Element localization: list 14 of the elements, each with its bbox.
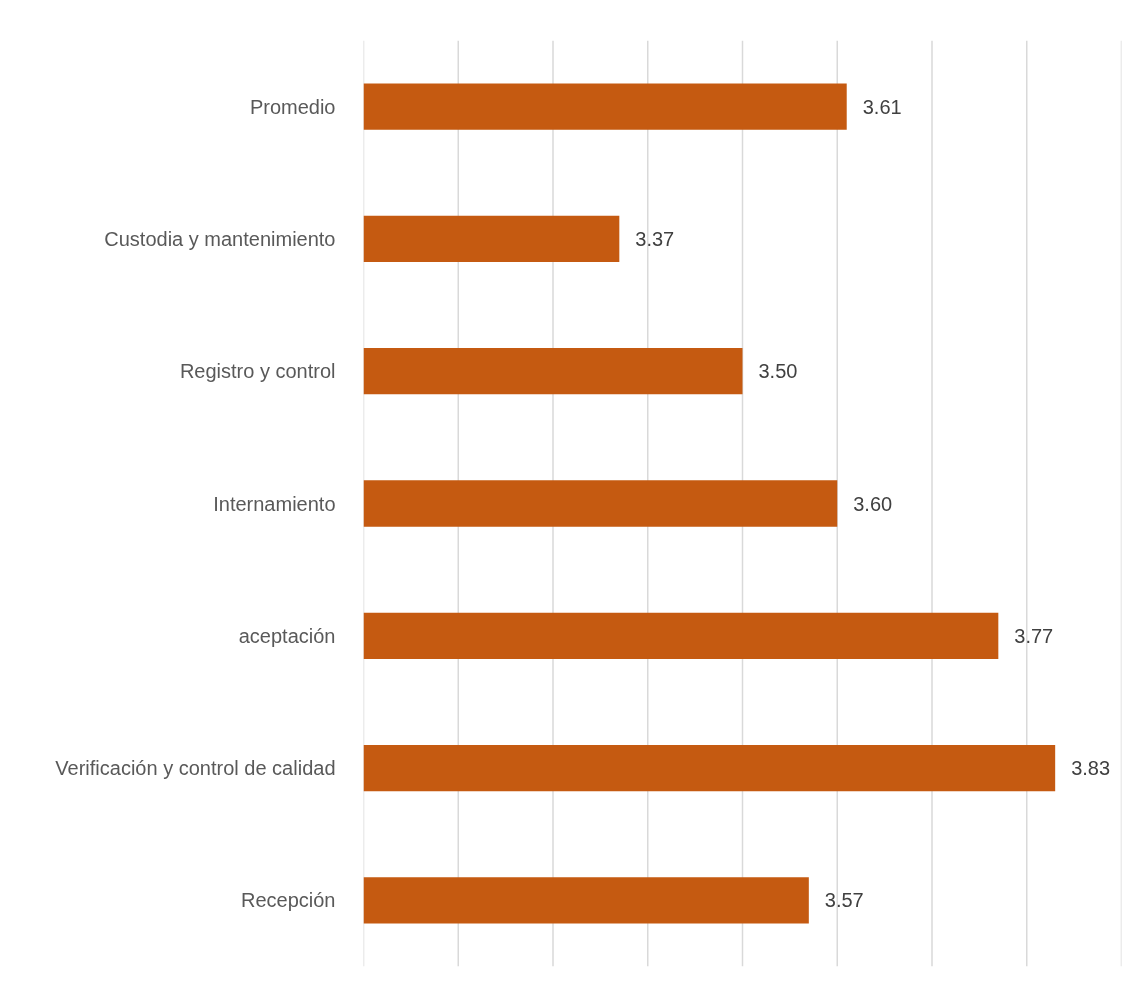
- y-tick-label: Custodia y mantenimiento: [104, 227, 336, 250]
- y-tick-label: Internamiento: [213, 492, 336, 515]
- data-label: 3.83: [1071, 757, 1111, 780]
- y-tick-label: Verificación y control de calidad: [55, 757, 336, 780]
- y-tick-label: Registro y control: [179, 360, 336, 383]
- data-label: 3.61: [862, 95, 902, 118]
- data-label: 3.77: [1014, 624, 1054, 647]
- y-tick-label: aceptación: [238, 624, 336, 647]
- y-tick-label: Recepción: [241, 889, 336, 912]
- data-label: 3.60: [853, 492, 893, 515]
- data-label: 3.50: [758, 360, 798, 383]
- y-tick-label: Promedio: [249, 95, 336, 118]
- data-label: 3.57: [824, 889, 864, 912]
- data-label: 3.37: [635, 227, 675, 250]
